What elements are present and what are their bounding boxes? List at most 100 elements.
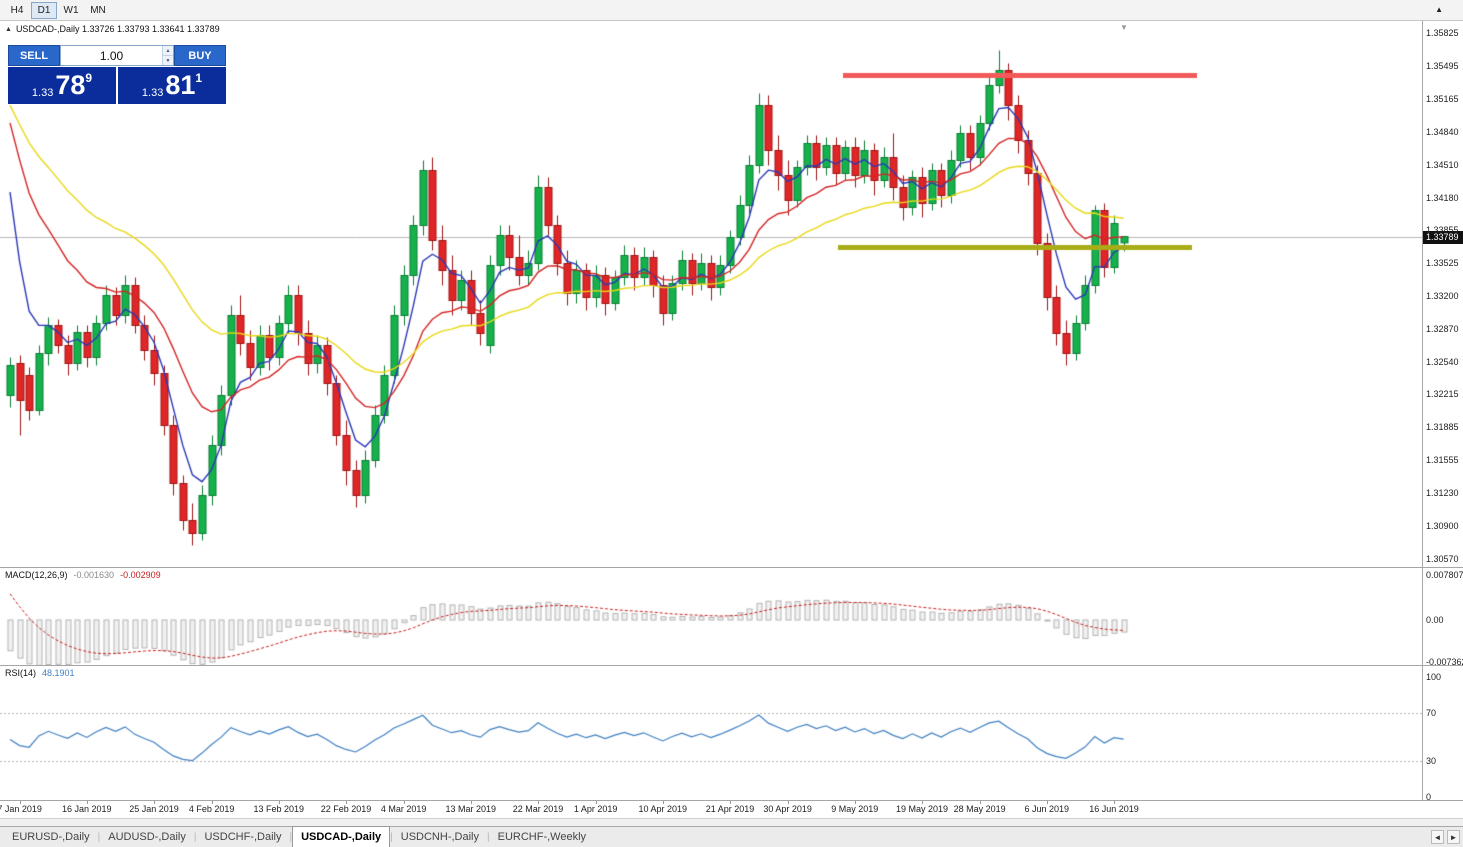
date-axis-label: 10 Apr 2019 [638, 804, 688, 814]
date-axis-label: 13 Mar 2019 [445, 804, 497, 814]
price-axis-label: 1.30900 [1426, 520, 1459, 531]
chart-tab-eurchf[interactable]: EURCHF-,Weekly [497, 831, 587, 843]
chart-shift-marker-icon[interactable]: ▼ [1120, 23, 1128, 32]
chart-title-text: USDCAD-,Daily 1.33726 1.33793 1.33641 1.… [15, 24, 220, 34]
date-axis-tick [855, 801, 856, 804]
date-axis-label: 16 Jun 2019 [1089, 804, 1139, 814]
date-axis-tick [980, 801, 981, 804]
date-axis-tick [154, 801, 155, 804]
date-axis-label: 1 Apr 2019 [573, 804, 618, 814]
macd-axis-label: 0.007807 [1426, 570, 1463, 580]
tabs-scroll-left-button[interactable]: ◄ [1431, 830, 1444, 844]
price-axis-label: 1.33200 [1426, 290, 1459, 301]
macd-signal-value: -0.002909 [120, 570, 161, 580]
price-axis-label: 1.34840 [1426, 126, 1459, 137]
price-axis-label: 1.32215 [1426, 389, 1459, 399]
price-axis-label: 1.35165 [1426, 94, 1459, 104]
date-axis-label: 6 Jun 2019 [1024, 804, 1070, 814]
date-axis-tick [596, 801, 597, 804]
timeframe-toolbar-buttons: H4 D1 W1 MN [4, 1, 111, 19]
rsi-panel-separator[interactable] [0, 665, 1463, 666]
date-axis-label: 30 Apr 2019 [763, 804, 812, 814]
date-axis-tick [471, 801, 472, 804]
price-axis-label: 1.31230 [1426, 487, 1459, 498]
volume-spinner: ▲ ▼ [162, 46, 173, 65]
tabs-scroll-right-button[interactable]: ► [1447, 830, 1460, 844]
tabs-scroll-arrows: ◄ ► [1431, 830, 1460, 844]
timeframe-toolbar: H4 D1 W1 MN ▲ [0, 0, 1463, 21]
volume-decrease-button[interactable]: ▼ [163, 56, 173, 65]
price-axis-label: 1.31885 [1426, 422, 1459, 432]
price-axis[interactable]: 1.33789 1.35825 1.35495 1.35165 1.34840 1.34… [1423, 21, 1463, 802]
chart-title: ▲ USDCAD-,Daily 1.33726 1.33793 1.33641 … [5, 24, 220, 34]
date-axis-label: 21 Apr 2019 [705, 804, 755, 814]
ask-price-point-digit: 1 [195, 71, 203, 85]
chart-tab-usdchf[interactable]: USDCHF-,Daily [204, 831, 282, 843]
date-axis[interactable]: 7 Jan 2019 16 Jan 2019 25 Jan 2019 4 Feb 20… [0, 801, 1463, 818]
chart-tab-audusd[interactable]: AUDUSD-,Daily [108, 831, 186, 843]
timeframe-button-mn[interactable]: MN [90, 4, 106, 16]
date-axis-tick [1114, 801, 1115, 804]
main-chart-canvas[interactable] [0, 21, 1422, 567]
buy-button[interactable]: BUY [174, 45, 226, 66]
date-axis-tick [346, 801, 347, 804]
date-axis-label: 16 Jan 2019 [62, 804, 112, 814]
tab-separator: | [193, 831, 197, 843]
timeframe-button-h4[interactable]: H4 [10, 4, 24, 16]
chart-tab-usdcad[interactable]: USDCAD-,Daily [292, 826, 391, 847]
bid-price-point-digit: 9 [85, 71, 93, 85]
rsi-canvas[interactable] [0, 666, 1422, 800]
ask-price-big-digits: 81 [165, 70, 196, 100]
date-axis-label: 25 Jan 2019 [129, 804, 179, 814]
price-axis-label: 1.33855 [1426, 225, 1459, 235]
price-axis-label: 1.31555 [1426, 455, 1459, 465]
volume-increase-button[interactable]: ▲ [163, 46, 173, 56]
ask-price-display[interactable]: 1.33 81 1 [118, 67, 226, 104]
timeframe-button-d1[interactable]: D1 [31, 1, 57, 19]
rsi-value: 48.1901 [42, 668, 75, 678]
price-axis-label: 1.35495 [1426, 61, 1459, 71]
date-axis-tick [87, 801, 88, 804]
date-axis-tick [538, 801, 539, 804]
date-axis-label: 19 May 2019 [895, 804, 949, 814]
sell-button[interactable]: SELL [8, 45, 60, 66]
tab-separator: | [97, 831, 101, 843]
date-axis-tick [663, 801, 664, 804]
bid-price-big-digits: 78 [55, 70, 86, 100]
chart-tabs-bar: EURUSD-,Daily | AUDUSD-,Daily | USDCHF-,Dail… [0, 826, 1463, 847]
date-axis-tick [788, 801, 789, 804]
date-axis-tick [404, 801, 405, 804]
macd-canvas[interactable] [0, 568, 1422, 665]
macd-main-value: -0.001630 [73, 570, 115, 580]
bid-price-display[interactable]: 1.33 78 9 [8, 67, 116, 104]
chart-tab-usdcnh[interactable]: USDCNH-,Daily [400, 831, 479, 843]
tab-separator: | [289, 831, 293, 843]
rsi-label: RSI(14) [5, 668, 37, 678]
rsi-panel[interactable]: RSI(14) 48.1901 [0, 666, 1422, 800]
trade-panel-collapse-icon[interactable]: ▲ [5, 25, 12, 33]
rsi-axis-label: 30 [1426, 756, 1437, 766]
bottom-scroll-strip[interactable] [0, 818, 1463, 826]
macd-panel[interactable]: MACD(12,26,9) -0.001630 -0.002909 [0, 568, 1422, 665]
chart-tab-eurusd[interactable]: EURUSD-,Daily [12, 831, 90, 843]
date-axis-tick [212, 801, 213, 804]
macd-panel-separator[interactable] [0, 567, 1463, 568]
timeframe-button-w1[interactable]: W1 [63, 4, 79, 16]
date-axis-label: 13 Feb 2019 [253, 804, 305, 814]
date-axis-label: 22 Mar 2019 [512, 804, 564, 814]
date-axis-label: 28 May 2019 [953, 804, 1006, 814]
macd-axis-label: -0.007362 [1426, 657, 1463, 668]
current-price-tag: 1.33789 [1423, 231, 1463, 244]
date-axis-label: 4 Mar 2019 [380, 804, 427, 814]
price-axis-label: 1.32870 [1426, 323, 1459, 334]
date-axis-label: 22 Feb 2019 [320, 804, 372, 814]
date-axis-tick [1047, 801, 1048, 804]
main-chart-area[interactable]: ▲ USDCAD-,Daily 1.33726 1.33793 1.33641 … [0, 21, 1422, 567]
price-axis-label: 1.30570 [1426, 553, 1459, 564]
toolbar-overflow-icon[interactable]: ▲ [1435, 5, 1443, 14]
rsi-axis-label: 70 [1426, 708, 1437, 718]
macd-axis-label: 0.00 [1426, 615, 1444, 625]
volume-input[interactable] [61, 46, 173, 65]
